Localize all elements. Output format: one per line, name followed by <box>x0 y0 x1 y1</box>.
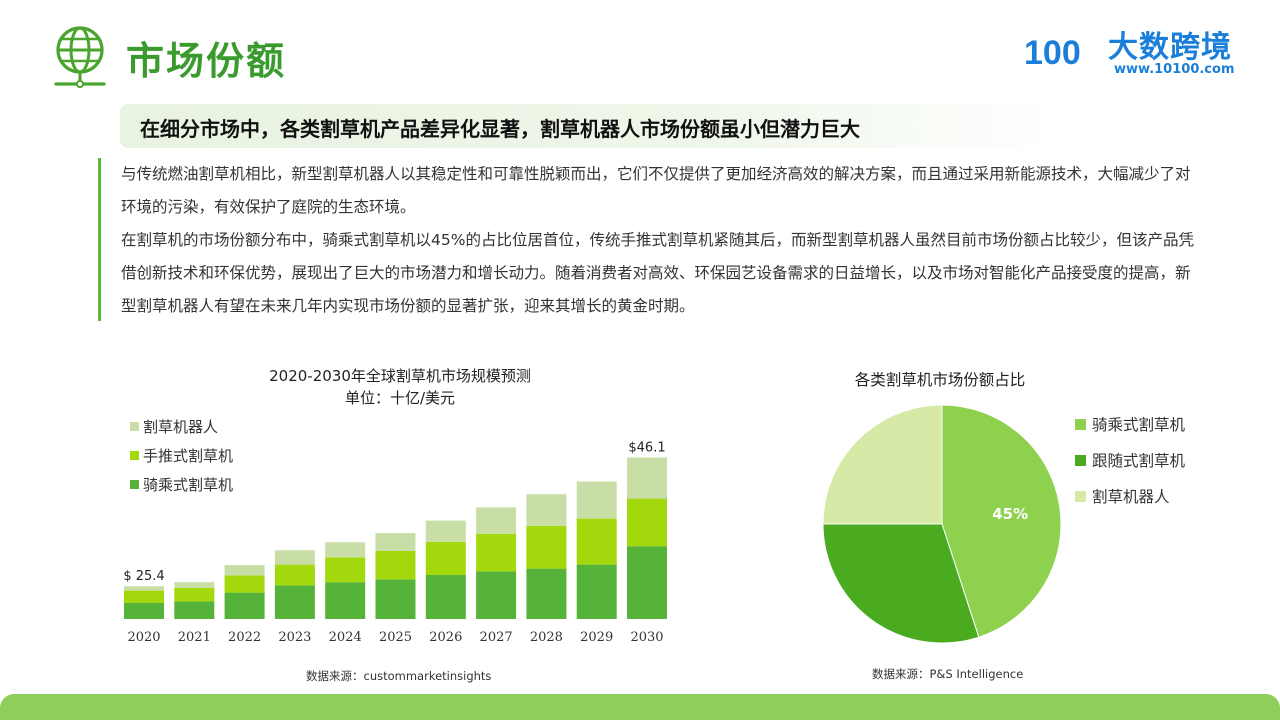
bar-segment-2025-2 <box>375 533 416 551</box>
bar-chart-title: 2020-2030年全球割草机市场规模预测 <box>269 367 531 385</box>
brand-logo: 100 大数跨境 www.10100.com <box>1022 22 1252 82</box>
subtitle-bar: 在细分市场中，各类割草机产品差异化显著，割草机器人市场份额虽小但潜力巨大 <box>120 104 1060 148</box>
x-tick-label: 2023 <box>278 630 311 645</box>
pie-legend-label-follow: 跟随式割草机 <box>1092 452 1186 470</box>
x-tick-label: 2020 <box>127 630 160 645</box>
pie-legend-swatch-riding <box>1075 418 1086 430</box>
x-tick-label: 2028 <box>530 630 563 645</box>
bar-segment-2025-1 <box>375 551 416 580</box>
bar-segment-2028-1 <box>526 525 567 569</box>
bar-segment-2020-1 <box>124 590 164 603</box>
bar-segment-2020-2 <box>124 586 164 591</box>
paragraph-2: 在割草机的市场份额分布中，骑乘式割草机以45%的占比位居首位，传统手推式割草机紧… <box>121 231 1194 315</box>
brand-url: www.10100.com <box>1114 62 1235 77</box>
bar-total-label: $ 25.4 <box>123 569 164 584</box>
legend-swatch-robot <box>130 422 139 431</box>
pie-chart-title: 各类割草机市场份额占比 <box>854 371 1026 389</box>
bar-segment-2026-2 <box>425 520 466 542</box>
bar-segment-2020-0 <box>124 603 164 619</box>
bar-chart-source: 数据来源：custommarketinsights <box>306 669 492 683</box>
pie-legend-swatch-follow <box>1075 454 1086 466</box>
pie-chart-source: 数据来源：P&S Intelligence <box>872 667 1024 681</box>
brand-mark-icon: 100 <box>1022 22 1104 78</box>
bar-chart: 2020 $ 25.4 2021 2022 2023 2024 2025 2026 2027 20… <box>123 440 667 645</box>
bar-segment-2022-0 <box>224 592 265 619</box>
bar-chart-legend: 割草机器人 手推式割草机 骑乘式割草机 <box>130 412 233 499</box>
bottom-band <box>0 694 1280 720</box>
paragraph-1: 与传统燃油割草机相比，新型割草机器人以其稳定性和可靠性脱颖而出，它们不仅提供了更… <box>121 165 1191 216</box>
pie-slice-label: 45% <box>992 505 1028 523</box>
bar-segment-2030-2 <box>627 457 667 499</box>
legend-swatch-riding <box>130 480 139 489</box>
bar-segment-2021-2 <box>174 582 215 588</box>
x-tick-label: 2030 <box>630 630 663 645</box>
bar-segment-2026-0 <box>425 575 466 619</box>
pie-legend-swatch-robot <box>1075 490 1086 502</box>
bar-segment-2027-2 <box>476 507 517 534</box>
legend-label-robot: 割草机器人 <box>143 418 219 436</box>
bar-segment-2024-0 <box>325 582 366 619</box>
body-text: 与传统燃油割草机相比，新型割草机器人以其稳定性和可靠性脱颖而出，它们不仅提供了更… <box>98 158 1198 321</box>
bar-segment-2029-2 <box>576 481 617 519</box>
bar-segment-2028-2 <box>526 494 567 526</box>
x-tick-label: 2021 <box>178 630 211 645</box>
legend-item-push: 手推式割草机 <box>130 441 233 470</box>
pie-legend-item-riding: 骑乘式割草机 <box>1075 406 1185 442</box>
globe-icon <box>50 22 110 92</box>
pie-slice-0 <box>941 404 1062 638</box>
bar-segment-2030-1 <box>627 498 667 547</box>
pie-legend-item-robot: 割草机器人 <box>1075 478 1185 514</box>
bar-chart-unit: 单位：十亿/美元 <box>344 389 456 407</box>
x-tick-label: 2029 <box>580 630 613 645</box>
pie-chart: 45% <box>822 404 1062 644</box>
bar-segment-2026-1 <box>425 541 466 575</box>
bar-segment-2024-1 <box>325 557 366 583</box>
brand-mark-text: 100 <box>1024 34 1081 72</box>
bar-segment-2021-1 <box>174 587 215 602</box>
x-tick-label: 2024 <box>329 630 362 645</box>
bar-segment-2024-2 <box>325 542 366 558</box>
bar-segment-2025-0 <box>375 579 416 619</box>
legend-swatch-push <box>130 451 139 460</box>
bar-segment-2023-2 <box>274 550 315 565</box>
bar-segment-2027-0 <box>476 571 517 619</box>
pie-legend-item-follow: 跟随式割草机 <box>1075 442 1185 478</box>
x-tick-label: 2025 <box>379 630 412 645</box>
bar-chart-title-block: 2020-2030年全球割草机市场规模预测 单位：十亿/美元 <box>190 365 610 409</box>
legend-label-push: 手推式割草机 <box>143 447 234 465</box>
bar-segment-2022-1 <box>224 575 265 593</box>
x-tick-label: 2026 <box>429 630 462 645</box>
legend-label-riding: 骑乘式割草机 <box>143 476 234 494</box>
page-title: 市场份额 <box>126 39 287 83</box>
legend-item-robot: 割草机器人 <box>130 412 233 441</box>
pie-legend-label-robot: 割草机器人 <box>1092 488 1170 506</box>
pie-chart-legend: 骑乘式割草机 跟随式割草机 割草机器人 <box>1075 406 1185 514</box>
x-tick-label: 2027 <box>480 630 513 645</box>
bar-segment-2021-0 <box>174 601 215 619</box>
bar-segment-2023-1 <box>274 564 315 586</box>
bar-segment-2028-0 <box>526 568 567 619</box>
subtitle-text: 在细分市场中，各类割草机产品差异化显著，割草机器人市场份额虽小但潜力巨大 <box>140 117 860 141</box>
pie-slice-2 <box>822 404 943 525</box>
brand-name: 大数跨境 <box>1108 30 1232 65</box>
bar-segment-2022-2 <box>224 565 265 576</box>
bar-segment-2027-1 <box>476 533 517 572</box>
bar-segment-2029-0 <box>576 564 617 619</box>
bar-total-label: $46.1 <box>628 440 665 455</box>
pie-legend-label-riding: 骑乘式割草机 <box>1092 416 1186 434</box>
bar-segment-2030-0 <box>627 546 667 619</box>
x-tick-label: 2022 <box>228 630 261 645</box>
legend-item-riding: 骑乘式割草机 <box>130 470 233 499</box>
pie-slice-1 <box>822 523 980 644</box>
bar-segment-2029-1 <box>576 518 617 565</box>
bar-segment-2023-0 <box>274 585 315 619</box>
